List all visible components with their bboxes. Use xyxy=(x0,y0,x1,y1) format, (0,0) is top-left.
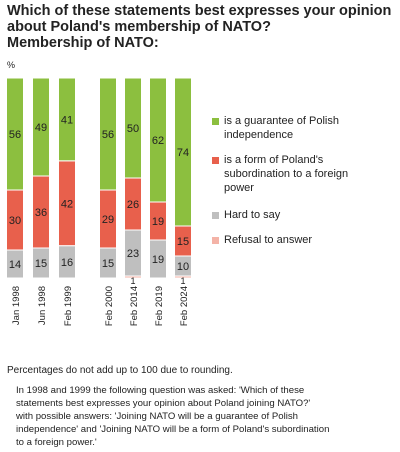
data-label: 56 xyxy=(102,129,114,141)
data-label: 50 xyxy=(127,123,139,135)
bar-segment xyxy=(32,77,50,177)
data-label: 56 xyxy=(9,129,21,141)
data-label: 1 xyxy=(130,276,135,286)
data-label: 42 xyxy=(61,198,73,210)
data-label: 10 xyxy=(177,261,189,273)
category-tick-label: Feb 2019 xyxy=(154,286,165,326)
data-label: 15 xyxy=(177,236,189,248)
data-label: 19 xyxy=(152,216,164,228)
legend-label-line: independence xyxy=(224,129,294,141)
data-label: 15 xyxy=(35,258,47,270)
category-tick-label: Feb 1999 xyxy=(63,286,74,326)
category-tick-label: Jan 1998 xyxy=(11,286,22,325)
data-label: 41 xyxy=(61,114,73,126)
category-tick-label: Feb 2000 xyxy=(104,286,115,326)
data-label: 62 xyxy=(152,135,164,147)
data-label: 36 xyxy=(35,207,47,219)
data-label: 23 xyxy=(127,248,139,260)
footnote-line: In 1998 and 1999 the following question … xyxy=(16,385,305,396)
footnote-line: to a foreign power.' xyxy=(16,437,97,448)
title-line: about Poland's membership of NATO? xyxy=(7,19,271,35)
category-tick-label: Feb 2014 xyxy=(129,286,140,326)
legend-label-line: is a guarantee of Polish xyxy=(224,115,339,127)
data-label: 19 xyxy=(152,254,164,266)
footnote-line: statements best expresses your opinion a… xyxy=(16,398,311,409)
percent-unit-label: % xyxy=(7,60,16,70)
legend-label-line: is a form of Poland's xyxy=(224,154,324,166)
bar-segment xyxy=(58,77,76,162)
title-line: Membership of NATO: xyxy=(7,35,159,51)
bar-segment xyxy=(6,77,24,191)
legend-swatch-hard-to-say xyxy=(212,212,219,219)
data-label: 16 xyxy=(61,257,73,269)
title-line: Which of these statements best expresses… xyxy=(7,3,392,19)
legend-swatch-subordination xyxy=(212,157,219,164)
bar-segment xyxy=(124,77,142,179)
legend-label-line: Hard to say xyxy=(224,209,281,221)
category-tick-label: Feb 2024 xyxy=(179,286,190,326)
bar-segment xyxy=(149,77,167,203)
bar-segment xyxy=(174,77,192,227)
legend-label-line: Refusal to answer xyxy=(224,234,313,246)
category-tick-label: Jun 1998 xyxy=(37,286,48,325)
data-label: 14 xyxy=(9,259,21,271)
rounding-note: Percentages do not add up to 100 due to … xyxy=(7,365,233,376)
stacked-bar-chart: 14 30 56 Jan 1998 15 36 49 Jun 1998 16 42 41 Feb 19… xyxy=(6,77,192,326)
footnote-line: independence' and 'Joining NATO will be … xyxy=(16,424,330,435)
data-label: 30 xyxy=(9,215,21,227)
bar-segment xyxy=(99,77,117,191)
legend-swatch-guarantee xyxy=(212,118,219,125)
data-label: 74 xyxy=(177,147,189,159)
data-label: 26 xyxy=(127,199,139,211)
legend-swatch-refusal xyxy=(212,237,219,244)
data-label: 49 xyxy=(35,122,47,134)
footnote-line: with possible answers: 'Joining NATO wil… xyxy=(16,411,298,422)
data-label: 1 xyxy=(180,276,185,286)
data-label: 29 xyxy=(102,214,114,226)
footnote: In 1998 and 1999 the following question … xyxy=(16,384,394,449)
legend-label-line: power xyxy=(224,182,254,194)
data-label: 15 xyxy=(102,258,114,270)
legend-label-line: subordination to a foreign xyxy=(224,168,349,180)
chart-title: Which of these statements best expresses… xyxy=(7,3,397,51)
